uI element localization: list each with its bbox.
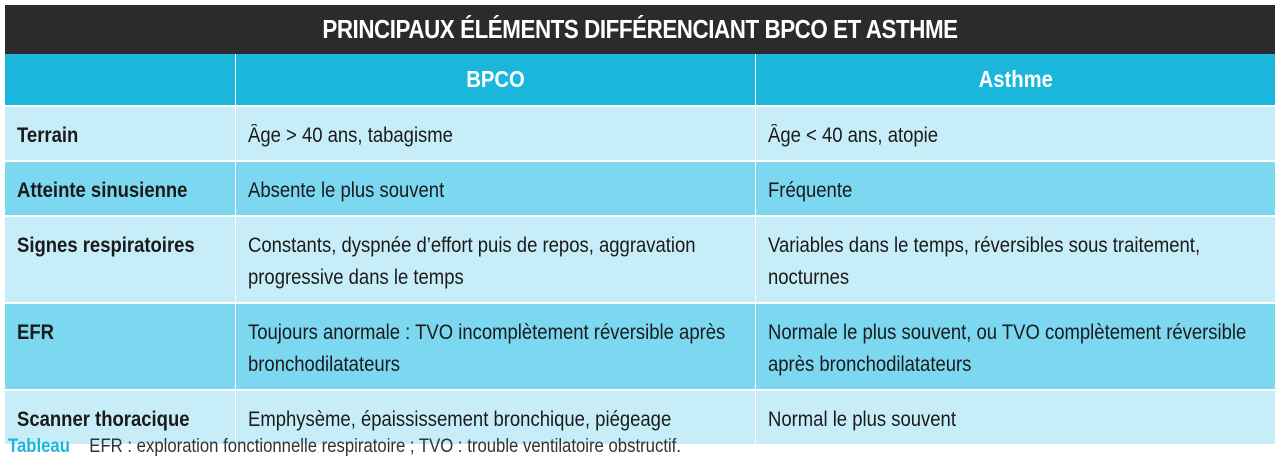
row-label: Signes respiratoires: [5, 216, 236, 303]
column-header-empty: [5, 54, 236, 106]
table-title: PRINCIPAUX ÉLÉMENTS DIFFÉRENCIANT BPCO E…: [322, 14, 958, 44]
table-row-atteinte-sinusienne: Atteinte sinusienne Absente le plus souv…: [5, 161, 1275, 216]
row-label: Terrain: [5, 106, 236, 161]
cell-bpco: Absente le plus souvent: [235, 161, 756, 216]
cell-bpco: Constants, dyspnée d’effort puis de repo…: [235, 216, 756, 303]
row-label: Scanner thoracique: [5, 390, 236, 444]
cell-asthme: Normal le plus souvent: [755, 390, 1275, 444]
cell-asthme: Fréquente: [755, 161, 1275, 216]
table-row-signes-respiratoires: Signes respiratoires Constants, dyspnée …: [5, 216, 1275, 303]
table-row-scanner-thoracique: Scanner thoracique Emphysème, épaississe…: [5, 390, 1275, 444]
table-row-terrain: Terrain Âge > 40 ans, tabagisme Âge < 40…: [5, 106, 1275, 161]
table-row-efr: EFR Toujours anormale : TVO incomplèteme…: [5, 303, 1275, 390]
caption-label: Tableau: [8, 436, 70, 457]
cell-asthme: Variables dans le temps, réversibles sou…: [755, 216, 1275, 303]
comparison-table: BPCO Asthme Terrain Âge > 40 ans, tabagi…: [5, 54, 1275, 444]
column-header-asthme: Asthme: [755, 54, 1275, 106]
column-header-bpco: BPCO: [235, 54, 756, 106]
cell-bpco: Âge > 40 ans, tabagisme: [235, 106, 756, 161]
row-label: Atteinte sinusienne: [5, 161, 236, 216]
row-label: EFR: [5, 303, 236, 390]
table-header-row: BPCO Asthme: [5, 54, 1275, 106]
cell-asthme: Âge < 40 ans, atopie: [755, 106, 1275, 161]
caption-text: EFR : exploration fonctionnelle respirat…: [89, 436, 681, 457]
cell-asthme: Normale le plus souvent, ou TVO complète…: [755, 303, 1275, 390]
comparison-table-frame: PRINCIPAUX ÉLÉMENTS DIFFÉRENCIANT BPCO E…: [5, 5, 1275, 444]
cell-bpco: Emphysème, épaississement bronchique, pi…: [235, 390, 756, 444]
table-caption: Tableau EFR : exploration fonctionnelle …: [8, 434, 681, 460]
cell-bpco: Toujours anormale : TVO incomplètement r…: [235, 303, 756, 390]
